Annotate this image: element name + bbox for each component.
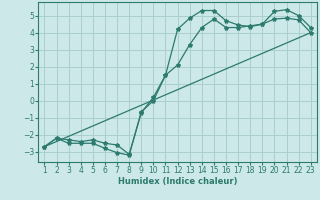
X-axis label: Humidex (Indice chaleur): Humidex (Indice chaleur) bbox=[118, 177, 237, 186]
